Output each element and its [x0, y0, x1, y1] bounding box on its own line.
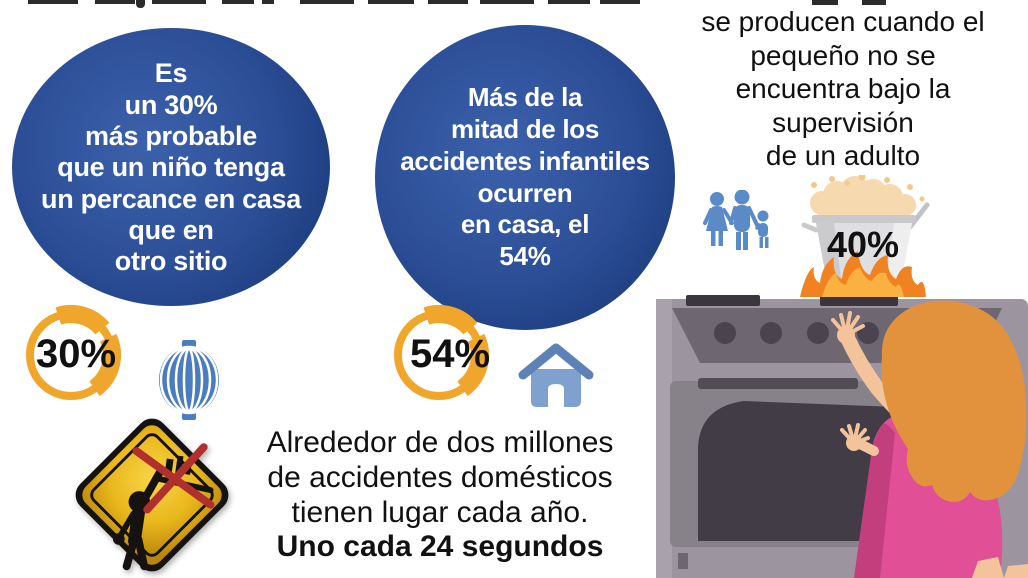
stove-knob	[760, 322, 782, 344]
cropped-text-remnant	[812, 0, 838, 5]
hand-on-oven	[840, 423, 879, 456]
sign-inner-line	[90, 433, 214, 557]
annual-accidents-note-bold: Uno cada 24 segundos	[276, 530, 604, 564]
stat-bubble-54pct: Más de la mitad de los accidentes infant…	[375, 25, 675, 330]
pot-40pct-label: 40%	[826, 224, 900, 265]
sign-pictogram	[112, 443, 215, 571]
cropped-text-remnant	[480, 0, 534, 4]
oven-door-handle	[698, 378, 858, 389]
child-reaching-shelf-warning-sign-icon	[75, 418, 229, 572]
globe-meridians	[159, 345, 219, 415]
cropped-text-remnant	[428, 0, 468, 4]
donut-arc-segment	[55, 305, 110, 335]
globe-icon	[159, 340, 219, 420]
family-pictogram	[703, 190, 769, 250]
leg	[972, 557, 1004, 578]
foam-sprinkles	[811, 175, 925, 202]
burner-grate-left	[686, 295, 760, 306]
pot-highlight	[886, 223, 912, 287]
cropped-text-remnant	[262, 0, 274, 4]
donut-arc-segment	[456, 333, 489, 396]
foam	[810, 176, 916, 217]
cropped-text-remnant	[28, 0, 78, 4]
child-reaching-stove-illustration	[831, 300, 1028, 578]
sign-face	[82, 425, 222, 565]
stat-bubble-30pct: Es un 30% más probable que un niño tenga…	[12, 28, 330, 306]
annual-accidents-note-text: Alrededor de dos millones de accidentes …	[266, 426, 614, 529]
pot-handle	[801, 222, 819, 233]
boiling-pot-on-fire-icon	[800, 175, 930, 297]
spoon-handle	[907, 202, 930, 230]
stove-knob	[714, 322, 736, 344]
house-icon	[518, 343, 594, 407]
stove-foot-notch	[678, 553, 688, 569]
cropped-text-remnant	[152, 0, 206, 4]
cropped-text-remnant	[136, 0, 145, 8]
cropped-text-remnant	[368, 0, 414, 4]
cropped-text-remnant	[548, 0, 590, 4]
family-icon	[703, 190, 769, 250]
donut-chart-30pct	[26, 305, 121, 400]
flames-inner	[822, 267, 904, 297]
dress-shade	[854, 423, 895, 578]
cropped-text-remnant	[862, 0, 886, 5]
donut-arc-segment	[423, 305, 478, 335]
stat-bubble-30pct-text: Es un 30% más probable que un niño tenga…	[41, 58, 301, 277]
stat-bubble-54pct-text: Más de la mitad de los accidentes infant…	[400, 82, 650, 271]
stove-knob	[807, 322, 829, 344]
annual-accidents-note: Alrededor de dos millones de accidentes …	[228, 426, 652, 565]
burner-grate-right	[820, 295, 898, 306]
pot-shade	[816, 223, 842, 287]
house-door	[548, 384, 564, 407]
pot-rim	[812, 215, 916, 223]
cropped-text-remnant	[300, 0, 354, 4]
hair	[881, 300, 1027, 502]
supervision-note-text: se producen cuando el pequeño no se encu…	[701, 6, 985, 172]
donut-chart-54pct	[394, 305, 489, 400]
donut-54pct-label: 54%	[409, 332, 491, 376]
leg	[1004, 564, 1028, 578]
cropped-text-remnant	[222, 0, 254, 4]
stove-side-highlight	[656, 299, 672, 578]
house-roof	[518, 343, 594, 380]
donut-30pct-label: 30%	[35, 332, 117, 376]
donut-arc-segment	[88, 333, 121, 396]
hand-fingers	[831, 311, 865, 337]
cropped-text-remnant	[95, 0, 135, 4]
cropped-text-remnant	[600, 0, 640, 4]
